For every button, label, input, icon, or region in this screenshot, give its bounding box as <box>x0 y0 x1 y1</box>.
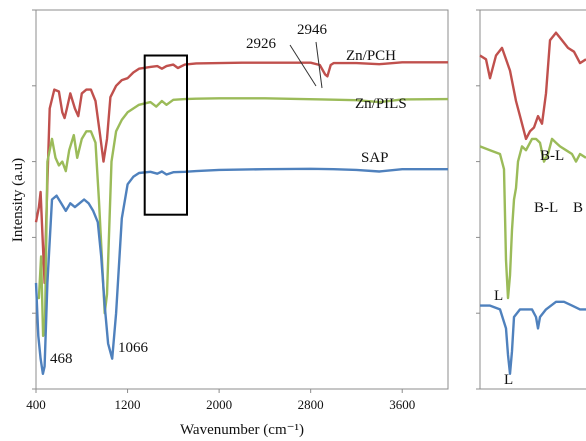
series-line-sap <box>34 167 448 375</box>
y-axis-label: Intensity (a.u) <box>10 158 26 242</box>
inset-label-b-pils: B <box>573 200 583 216</box>
x-tick-label: 2000 <box>206 397 232 412</box>
x-tick-label: 1200 <box>115 397 141 412</box>
series-line-zn-pils <box>36 97 449 338</box>
x-tick-label: 2800 <box>298 397 324 412</box>
inset-series-lines <box>479 31 586 375</box>
pointer-line-2946 <box>315 41 323 89</box>
legend-label-zn-pch: Zn/PCH <box>346 48 396 64</box>
main-panel: 400 1200 2000 2800 3600 Intensity (a.u) Wave… <box>10 9 449 438</box>
main-series-lines <box>34 61 449 375</box>
inset-series-line-zn-pils <box>479 137 586 300</box>
main-plot-frame <box>35 9 449 390</box>
highlight-box <box>143 54 188 216</box>
inset-label-l-sap: L <box>504 372 513 388</box>
inset-label-bl-pils: B-L <box>534 200 558 216</box>
series-line-zn-pch <box>34 61 448 285</box>
y-axis-ticks <box>32 9 36 390</box>
x-axis-ticks: 400 1200 2000 2800 3600 <box>26 389 415 412</box>
inset-panel: B-L B-L B L L <box>476 9 586 390</box>
pointer-line-2926 <box>289 44 317 87</box>
inset-label-l-pils: L <box>494 288 503 304</box>
inset-series-line-sap <box>480 300 586 375</box>
legend-label-zn-pils: Zn/PILS <box>355 96 407 112</box>
inset-label-bl-pch: B-L <box>540 148 564 164</box>
peak-label-2946: 2946 <box>297 22 328 38</box>
x-tick-label: 400 <box>26 397 46 412</box>
peak-label-2926: 2926 <box>246 36 277 52</box>
peak-label-1066: 1066 <box>118 340 149 356</box>
inset-y-ticks <box>476 9 480 390</box>
inset-plot-frame <box>479 9 586 390</box>
legend-label-sap: SAP <box>361 150 389 166</box>
inset-series-line-zn-pch <box>479 31 586 141</box>
x-axis-label: Wavenumber (cm⁻¹) <box>180 422 304 438</box>
x-tick-label: 3600 <box>389 397 415 412</box>
peak-label-468: 468 <box>50 351 73 367</box>
